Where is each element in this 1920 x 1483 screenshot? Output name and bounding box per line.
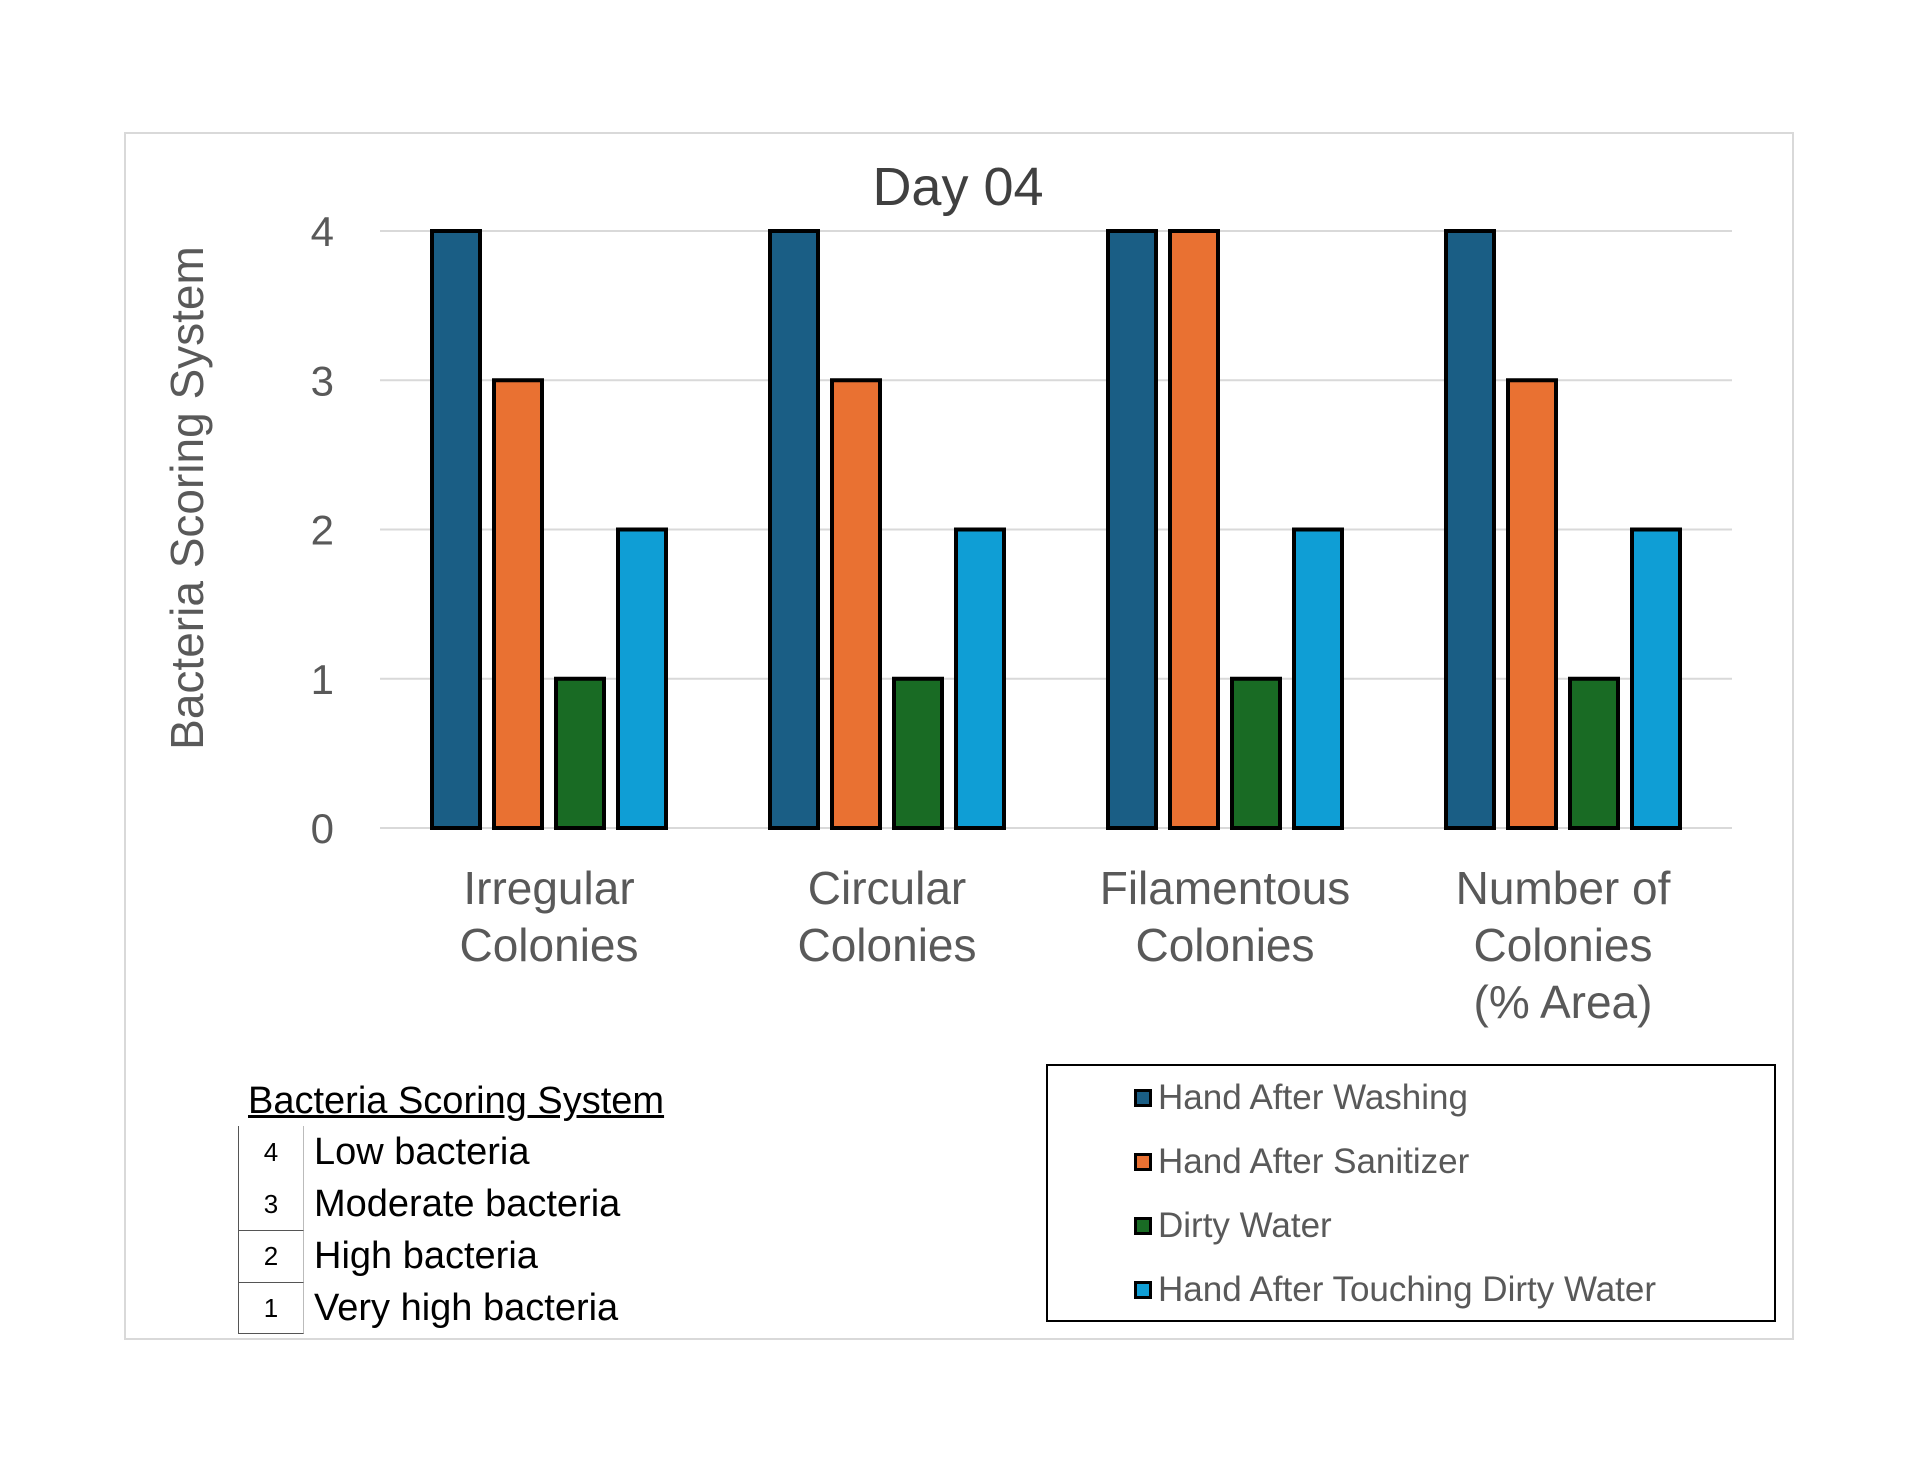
x-tick-label: Colonies [1474, 919, 1653, 971]
bar [492, 378, 544, 830]
legend-entry: Dirty Water [1134, 1206, 1332, 1246]
legend-label: Hand After Sanitizer [1158, 1142, 1470, 1181]
legend-swatch [1134, 1153, 1152, 1171]
scoring-key-title: Bacteria Scoring System [248, 1080, 665, 1122]
scoring-row: 3 Moderate bacteria [238, 1178, 738, 1230]
legend-swatch [1134, 1217, 1152, 1235]
bar [1106, 229, 1158, 830]
legend-label: Dirty Water [1158, 1206, 1332, 1245]
y-tick-label: 1 [311, 656, 334, 703]
scoring-row: 4 Low bacteria [238, 1126, 738, 1178]
legend-label: Hand After Washing [1158, 1078, 1468, 1117]
y-tick-label: 2 [311, 507, 334, 554]
scoring-label: Moderate bacteria [314, 1182, 621, 1225]
scoring-label: Very high bacteria [314, 1286, 619, 1329]
bar [616, 527, 668, 830]
bar [1168, 229, 1220, 830]
x-tick-label: (% Area) [1474, 976, 1653, 1028]
chart-legend: Hand After Washing Hand After Sanitizer … [1046, 1064, 1776, 1322]
legend-label: Hand After Touching Dirty Water [1158, 1270, 1656, 1309]
x-tick-label: Circular [808, 862, 966, 914]
scoring-score: 3 [238, 1178, 304, 1230]
scoring-label: Low bacteria [314, 1130, 530, 1173]
x-tick-label: Colonies [460, 919, 639, 971]
scoring-score: 4 [238, 1126, 304, 1178]
legend-swatch [1134, 1089, 1152, 1107]
bar [768, 229, 820, 830]
bar [1292, 527, 1344, 830]
bar [1506, 378, 1558, 830]
x-tick-label: Filamentous [1100, 862, 1351, 914]
scoring-row: 1 Very high bacteria [238, 1282, 738, 1334]
y-tick-labels: 0 1 2 3 4 [311, 208, 334, 852]
y-tick-label: 4 [311, 208, 334, 255]
bar [954, 527, 1006, 830]
y-axis-label: Bacteria Scoring System [161, 246, 213, 750]
y-tick-label: 3 [311, 357, 334, 404]
legend-entry: Hand After Touching Dirty Water [1134, 1270, 1656, 1310]
y-tick-label: 0 [311, 805, 334, 852]
bar [892, 676, 944, 830]
bar [554, 676, 606, 830]
legend-entry: Hand After Washing [1134, 1078, 1468, 1118]
legend-swatch [1134, 1281, 1152, 1299]
x-tick-label: Irregular [463, 862, 634, 914]
bar [1444, 229, 1496, 830]
scoring-score: 2 [238, 1230, 304, 1282]
x-tick-label: Colonies [798, 919, 977, 971]
x-tick-label: Number of [1456, 862, 1671, 914]
bar [1230, 676, 1282, 830]
scoring-score: 1 [238, 1282, 304, 1334]
scoring-label: High bacteria [314, 1234, 538, 1277]
bar [1568, 676, 1620, 830]
bars [430, 229, 1682, 830]
bar [1630, 527, 1682, 830]
scoring-row: 2 High bacteria [238, 1230, 738, 1282]
x-tick-label: Colonies [1136, 919, 1315, 971]
chart-title: Day 04 [872, 157, 1043, 217]
legend-entry: Hand After Sanitizer [1134, 1142, 1469, 1182]
bar [430, 229, 482, 830]
x-tick-labels: IrregularColoniesCircularColoniesFilamen… [460, 862, 1671, 1028]
bar [830, 378, 882, 830]
